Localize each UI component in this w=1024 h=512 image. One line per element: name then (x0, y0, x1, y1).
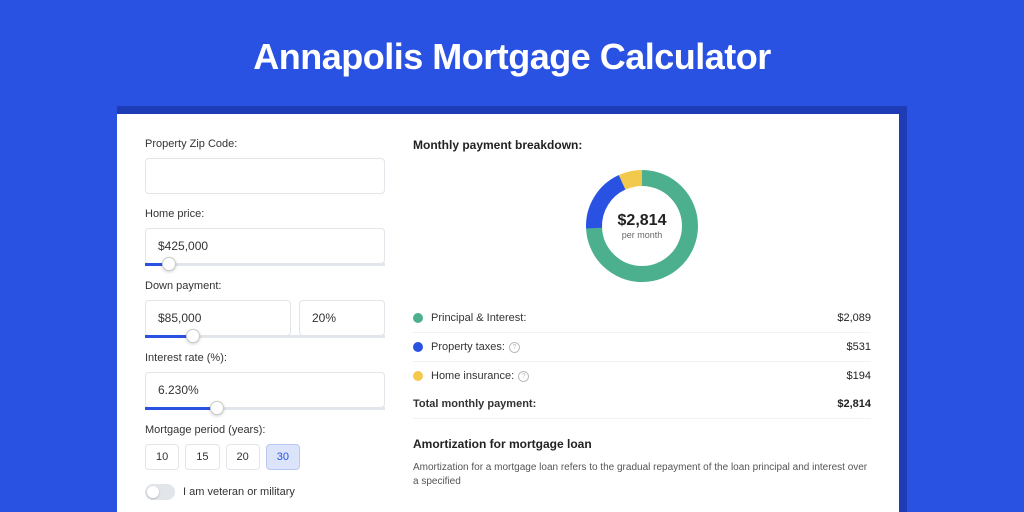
amortization-title: Amortization for mortgage loan (413, 437, 871, 451)
calculator-card: Property Zip Code: Home price: Down paym… (117, 114, 899, 512)
legend-value: $2,089 (837, 312, 871, 324)
donut-container: $2,814 per month (413, 166, 871, 286)
total-row: Total monthly payment: $2,814 (413, 390, 871, 419)
interest-rate-group: Interest rate (%): (145, 352, 385, 410)
down-payment-slider[interactable] (145, 335, 385, 338)
interest-rate-input[interactable] (145, 372, 385, 408)
interest-rate-slider[interactable] (145, 407, 385, 410)
legend-label: Property taxes: ? (431, 341, 847, 353)
legend-dot (413, 313, 423, 323)
period-button-row: 1015 2030 (145, 444, 385, 470)
home-price-group: Home price: (145, 208, 385, 266)
donut-chart: $2,814 per month (582, 166, 702, 286)
home-price-slider[interactable] (145, 263, 385, 266)
legend-dot (413, 342, 423, 352)
toggle-knob (147, 486, 159, 498)
home-price-input[interactable] (145, 228, 385, 264)
form-column: Property Zip Code: Home price: Down paym… (145, 138, 385, 490)
mortgage-period-group: Mortgage period (years): 1015 2030 (145, 424, 385, 470)
down-payment-input[interactable] (145, 300, 291, 336)
down-payment-group: Down payment: (145, 280, 385, 338)
legend-row: Principal & Interest:$2,089 (413, 304, 871, 333)
help-icon[interactable]: ? (509, 342, 520, 353)
zip-label: Property Zip Code: (145, 138, 385, 150)
legend-label: Principal & Interest: (431, 312, 837, 324)
breakdown-title: Monthly payment breakdown: (413, 138, 871, 152)
legend-row: Property taxes: ?$531 (413, 333, 871, 362)
zip-input[interactable] (145, 158, 385, 194)
down-payment-pct-input[interactable] (299, 300, 385, 336)
legend-dot (413, 371, 423, 381)
page-title: Annapolis Mortgage Calculator (0, 0, 1024, 106)
legend-value: $531 (847, 341, 871, 353)
total-value: $2,814 (837, 398, 871, 410)
mortgage-period-label: Mortgage period (years): (145, 424, 385, 436)
period-btn-20[interactable]: 20 (226, 444, 260, 470)
interest-rate-label: Interest rate (%): (145, 352, 385, 364)
donut-center: $2,814 per month (618, 212, 667, 240)
veteran-toggle[interactable] (145, 484, 175, 500)
period-btn-15[interactable]: 15 (185, 444, 219, 470)
down-payment-label: Down payment: (145, 280, 385, 292)
help-icon[interactable]: ? (518, 371, 529, 382)
legend-row: Home insurance: ?$194 (413, 362, 871, 390)
legend-value: $194 (847, 370, 871, 382)
legend-label: Home insurance: ? (431, 370, 847, 382)
breakdown-column: Monthly payment breakdown: $2,814 per mo… (413, 138, 871, 490)
veteran-label: I am veteran or military (183, 486, 295, 498)
total-label: Total monthly payment: (413, 398, 837, 410)
period-btn-10[interactable]: 10 (145, 444, 179, 470)
zip-field-group: Property Zip Code: (145, 138, 385, 194)
home-price-label: Home price: (145, 208, 385, 220)
amortization-text: Amortization for a mortgage loan refers … (413, 461, 871, 489)
veteran-toggle-row: I am veteran or military (145, 484, 385, 500)
period-btn-30[interactable]: 30 (266, 444, 300, 470)
donut-sub: per month (618, 230, 667, 240)
donut-amount: $2,814 (618, 212, 667, 230)
card-shadow: Property Zip Code: Home price: Down paym… (117, 106, 907, 512)
